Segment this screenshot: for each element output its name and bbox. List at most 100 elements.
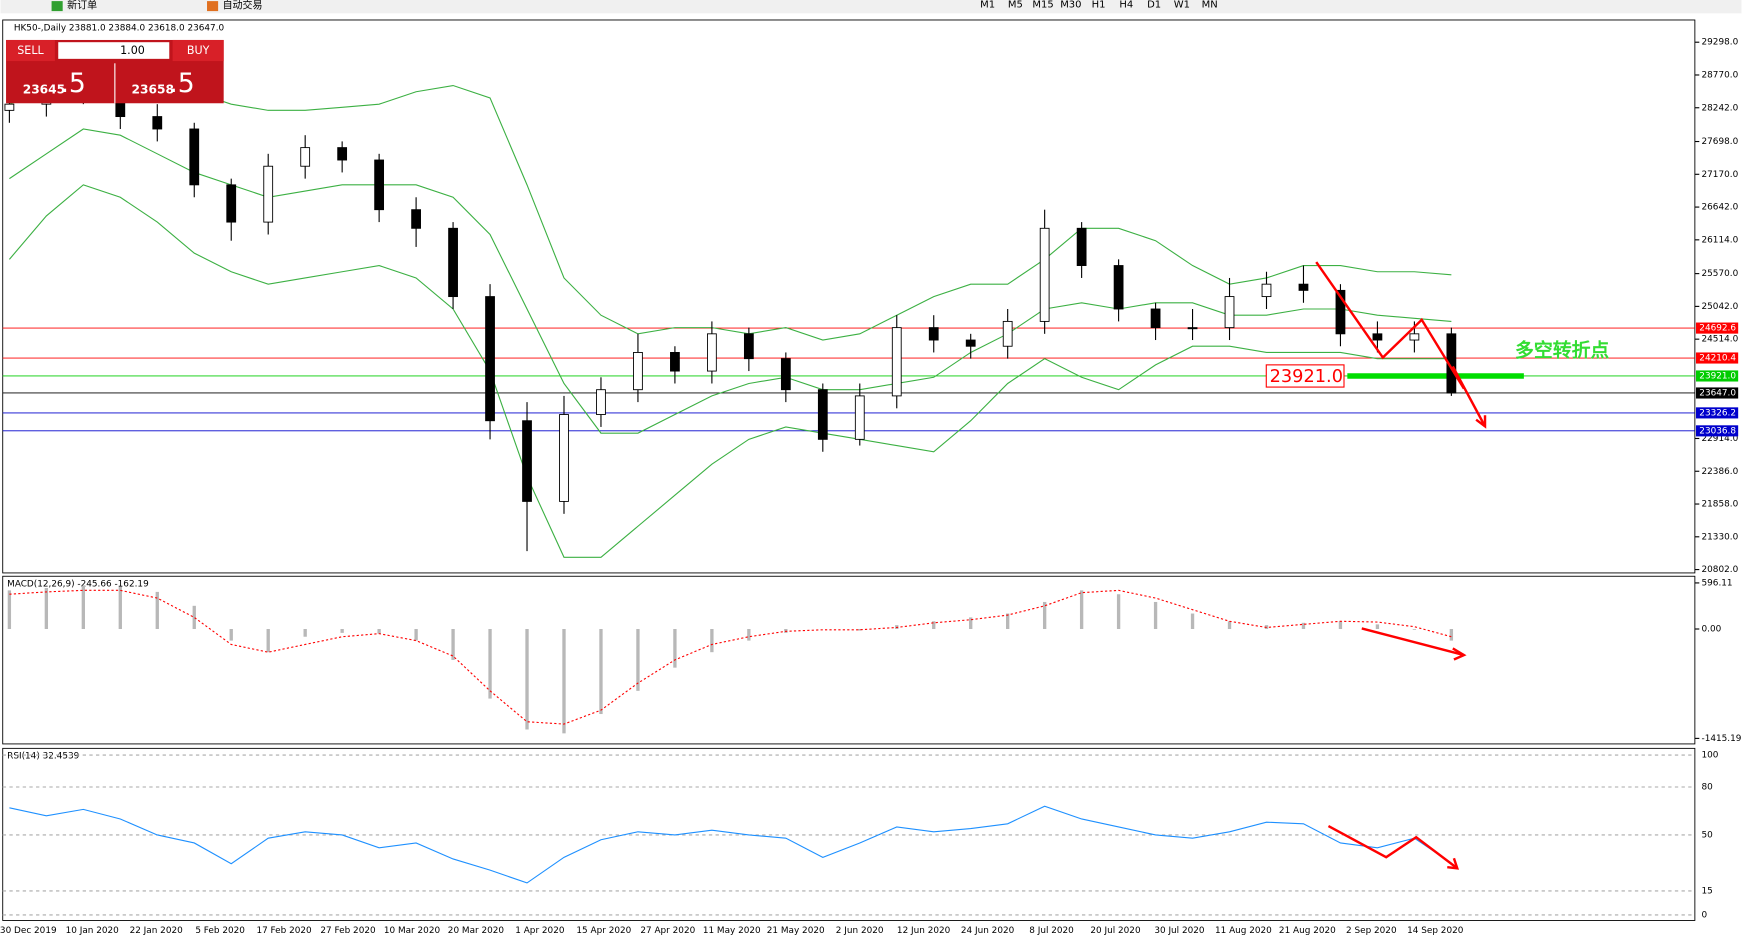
macd-bar [155, 591, 159, 630]
macd-bar [1412, 629, 1417, 630]
macd-bar [562, 629, 566, 734]
toolbar-button[interactable]: 自动交易 [223, 0, 263, 12]
toolbar [0, 0, 1742, 14]
y-tick-label: 0 [1702, 910, 1708, 920]
y-tick-label: 50 [1702, 830, 1714, 840]
candle-body [152, 116, 163, 130]
toolbar-button[interactable]: 新订单 [67, 0, 97, 12]
macd-bar [488, 629, 492, 699]
macd-bar [44, 588, 49, 630]
timeframe[interactable]: M5 [1008, 0, 1023, 10]
y-tick-label: 26642.0 [1702, 203, 1739, 213]
level-label: 23647.0 [1699, 388, 1736, 398]
x-tick-label: 27 Apr 2020 [640, 926, 695, 936]
x-tick-label: 27 Feb 2020 [320, 926, 376, 936]
drawn-arrows [1315, 261, 1487, 870]
ask-main[interactable]: 23658 [132, 82, 174, 96]
buy-button[interactable] [172, 39, 224, 62]
candle-body [522, 420, 532, 502]
macd-bar [118, 586, 122, 630]
arrow [1315, 261, 1465, 390]
order-panel: SELL 1.00 BUY 23645 .5 23658 .5 [6, 39, 224, 104]
sell-button[interactable] [6, 39, 55, 62]
timeframe[interactable]: W1 [1174, 0, 1190, 10]
macd-bar [1301, 622, 1306, 630]
candle-body [4, 103, 15, 111]
candle-body [1039, 227, 1050, 322]
x-tick-label: 2 Sep 2020 [1346, 926, 1397, 936]
macd-bar [192, 605, 196, 630]
x-tick-label: 12 Jun 2020 [897, 926, 951, 936]
bid-main[interactable]: 23645 [23, 82, 65, 96]
candle-body [817, 389, 828, 440]
x-tick-label: 30 Jul 2020 [1154, 926, 1205, 936]
candle-body [965, 339, 976, 347]
timeframe[interactable]: M15 [1032, 0, 1053, 10]
lots-input[interactable] [58, 42, 170, 59]
y-tick-label: 25570.0 [1702, 269, 1739, 279]
y-tick-label: 29298.0 [1702, 38, 1739, 48]
macd-bar [932, 621, 936, 630]
macd-bar [747, 629, 751, 641]
y-tick-label: 24514.0 [1702, 335, 1739, 345]
candle-body [226, 184, 237, 223]
level-label: 23036.8 [1699, 426, 1736, 436]
macd-title: MACD(12,26,9) -245.66 -162.19 [7, 580, 149, 590]
level-box [1265, 364, 1345, 388]
macd-bar [858, 629, 862, 631]
y-tick-label: 21330.0 [1702, 532, 1739, 542]
macd-bar [710, 629, 714, 653]
macd-bar [266, 629, 270, 653]
lots[interactable]: 1.00 [120, 44, 145, 57]
buy-label[interactable]: BUY [187, 44, 210, 57]
candle-body [707, 333, 717, 372]
candle-body [189, 128, 200, 186]
candle-body [670, 352, 680, 372]
timeframe[interactable]: D1 [1147, 0, 1161, 10]
level-label: 24692.6 [1699, 324, 1736, 334]
bollinger-band [9, 128, 1452, 434]
candle-body [1298, 283, 1309, 291]
candle-body [780, 358, 791, 391]
level-annotation: 23921.0 [1270, 367, 1343, 387]
x-tick-label: 10 Mar 2020 [384, 926, 441, 936]
candle-body [1335, 289, 1346, 335]
candle-body [485, 296, 495, 422]
bid-frac[interactable]: .5 [60, 68, 85, 99]
y-tick-label: 28770.0 [1702, 70, 1739, 80]
candle-body [300, 147, 311, 167]
candle-body [633, 352, 643, 391]
x-tick-label: 8 Jul 2020 [1029, 926, 1074, 936]
x-tick-label: 21 May 2020 [767, 926, 825, 936]
timeframe[interactable]: M1 [980, 0, 995, 10]
sell-label[interactable]: SELL [17, 44, 44, 57]
ask-frac[interactable]: .5 [169, 68, 194, 99]
level-tag [1695, 387, 1739, 399]
arrow [1451, 365, 1487, 427]
x-tick-label: 5 Feb 2020 [195, 926, 245, 936]
macd-bar [451, 629, 455, 660]
candle-body [337, 147, 348, 161]
candle-body [596, 389, 606, 415]
x-tick-label: 11 May 2020 [703, 926, 761, 936]
arrowhead [1475, 415, 1487, 429]
macd-signal [9, 589, 1452, 725]
timeframe[interactable]: H1 [1092, 0, 1106, 10]
candle-body [1261, 283, 1272, 298]
y-tick-label: -1415.19 [1702, 734, 1742, 744]
candle-body [743, 333, 754, 360]
macd-bar [377, 629, 381, 634]
timeframe[interactable]: MN [1202, 0, 1218, 10]
candle-body [1446, 333, 1457, 394]
y-tick-label: 0.00 [1702, 625, 1722, 635]
toolbar-icon[interactable] [207, 1, 219, 12]
timeframe[interactable]: H4 [1119, 0, 1133, 10]
candle-body [1076, 227, 1087, 266]
level-label: 23921.0 [1699, 371, 1736, 381]
toolbar-icon[interactable] [51, 1, 63, 12]
macd-bar [340, 629, 344, 633]
candle-body [1409, 333, 1420, 341]
timeframe[interactable]: M30 [1060, 0, 1081, 10]
y-tick-label: 100 [1702, 751, 1719, 761]
macd-bar [599, 629, 603, 715]
